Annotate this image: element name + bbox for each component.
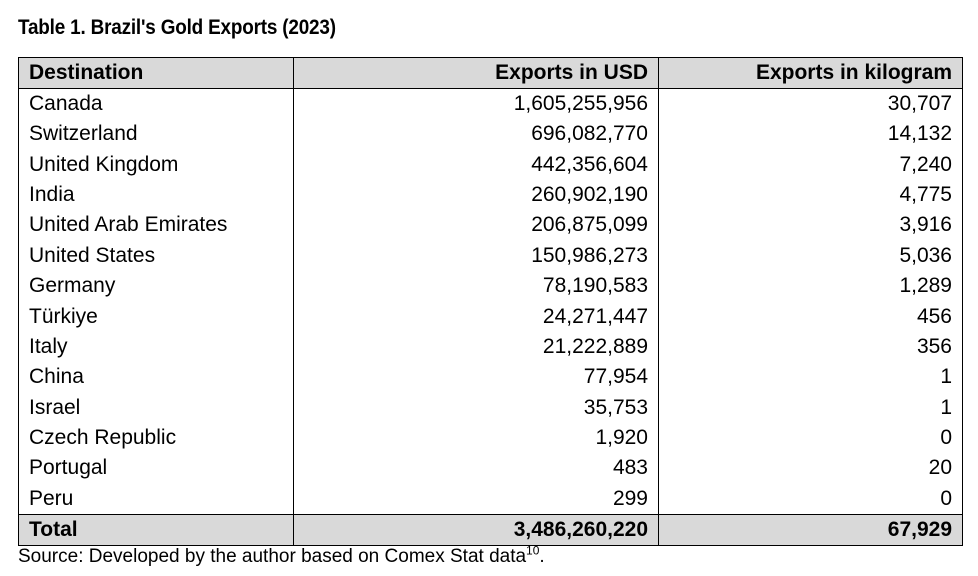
cell-exports-kg: 3,916: [658, 210, 963, 241]
cell-exports-kg: 7,240: [658, 149, 963, 180]
table-row: Germany 78,190,583 1,289: [18, 270, 963, 302]
cell-exports-kg: 5,036: [658, 240, 963, 271]
table-body: Canada 1,605,255,956 30,707 Switzerland 696,…: [18, 88, 963, 515]
cell-destination: Czech Republic: [18, 422, 294, 454]
cell-exports-kg: 1: [658, 362, 963, 393]
cell-exports-kg: 356: [658, 331, 963, 363]
cell-exports-usd: 442,356,604: [293, 149, 659, 180]
cell-destination: Italy: [18, 331, 294, 363]
cell-exports-usd: 150,986,273: [293, 240, 659, 271]
cell-exports-usd: 24,271,447: [293, 301, 659, 332]
table-row: China 77,954 1: [18, 362, 963, 393]
cell-exports-kg: 14,132: [658, 119, 963, 150]
total-kg: 67,929: [658, 513, 963, 546]
table-row: Portugal 483 20: [18, 453, 963, 484]
column-header-exports-usd: Exports in USD: [293, 57, 659, 89]
table-row: Türkiye 24,271,447 456: [18, 301, 963, 332]
source-text: Source: Developed by the author based on…: [18, 546, 527, 567]
cell-exports-usd: 299: [293, 483, 659, 515]
table-row: Switzerland 696,082,770 14,132: [18, 119, 963, 150]
table-row: United Arab Emirates 206,875,099 3,916: [18, 210, 963, 241]
cell-exports-usd: 77,954: [293, 362, 659, 393]
cell-exports-kg: 30,707: [658, 88, 963, 119]
table-row: United Kingdom 442,356,604 7,240: [18, 149, 963, 180]
table-title: Table 1. Brazil's Gold Exports (2023): [18, 16, 336, 39]
cell-exports-usd: 35,753: [293, 392, 659, 423]
cell-destination: Portugal: [18, 453, 294, 484]
cell-destination: United Kingdom: [18, 149, 294, 180]
source-end: .: [539, 546, 545, 567]
cell-exports-usd: 260,902,190: [293, 179, 659, 211]
cell-exports-kg: 1,289: [658, 270, 963, 302]
source-note: Source: Developed by the author based on…: [18, 543, 545, 568]
cell-exports-usd: 78,190,583: [293, 270, 659, 302]
cell-destination: United States: [18, 240, 294, 271]
cell-destination: Israel: [18, 392, 294, 423]
cell-destination: Peru: [18, 483, 294, 515]
column-header-destination: Destination: [18, 57, 294, 89]
cell-destination: United Arab Emirates: [18, 210, 294, 241]
total-usd: 3,486,260,220: [293, 513, 659, 546]
cell-exports-kg: 456: [658, 301, 963, 332]
cell-destination: Switzerland: [18, 119, 294, 150]
cell-exports-kg: 0: [658, 483, 963, 515]
total-label: Total: [18, 513, 294, 546]
cell-destination: India: [18, 179, 294, 211]
cell-exports-kg: 1: [658, 392, 963, 423]
cell-destination: China: [18, 362, 294, 393]
cell-exports-usd: 696,082,770: [293, 119, 659, 150]
cell-exports-usd: 206,875,099: [293, 210, 659, 241]
table-row: Israel 35,753 1: [18, 392, 963, 423]
cell-exports-kg: 0: [658, 422, 963, 454]
cell-destination: Türkiye: [18, 301, 294, 332]
cell-exports-usd: 1,920: [293, 422, 659, 454]
table-total-row: Total 3,486,260,220 67,929: [18, 513, 963, 546]
table-row: United States 150,986,273 5,036: [18, 240, 963, 271]
cell-exports-usd: 21,222,889: [293, 331, 659, 363]
cell-exports-usd: 483: [293, 453, 659, 484]
table-row: Italy 21,222,889 356: [18, 331, 963, 363]
cell-exports-kg: 4,775: [658, 179, 963, 211]
footnote-marker: 10: [526, 543, 540, 558]
cell-exports-kg: 20: [658, 453, 963, 484]
column-header-exports-kg: Exports in kilogram: [658, 57, 963, 89]
table-row: Czech Republic 1,920 0: [18, 422, 963, 454]
table-row: Canada 1,605,255,956 30,707: [18, 88, 963, 119]
cell-exports-usd: 1,605,255,956: [293, 88, 659, 119]
cell-destination: Germany: [18, 270, 294, 302]
cell-destination: Canada: [18, 88, 294, 119]
table-row: India 260,902,190 4,775: [18, 179, 963, 211]
table-row: Peru 299 0: [18, 483, 963, 515]
table-header-row: Destination Exports in USD Exports in ki…: [18, 57, 963, 89]
gold-exports-table: Destination Exports in USD Exports in ki…: [18, 57, 963, 546]
